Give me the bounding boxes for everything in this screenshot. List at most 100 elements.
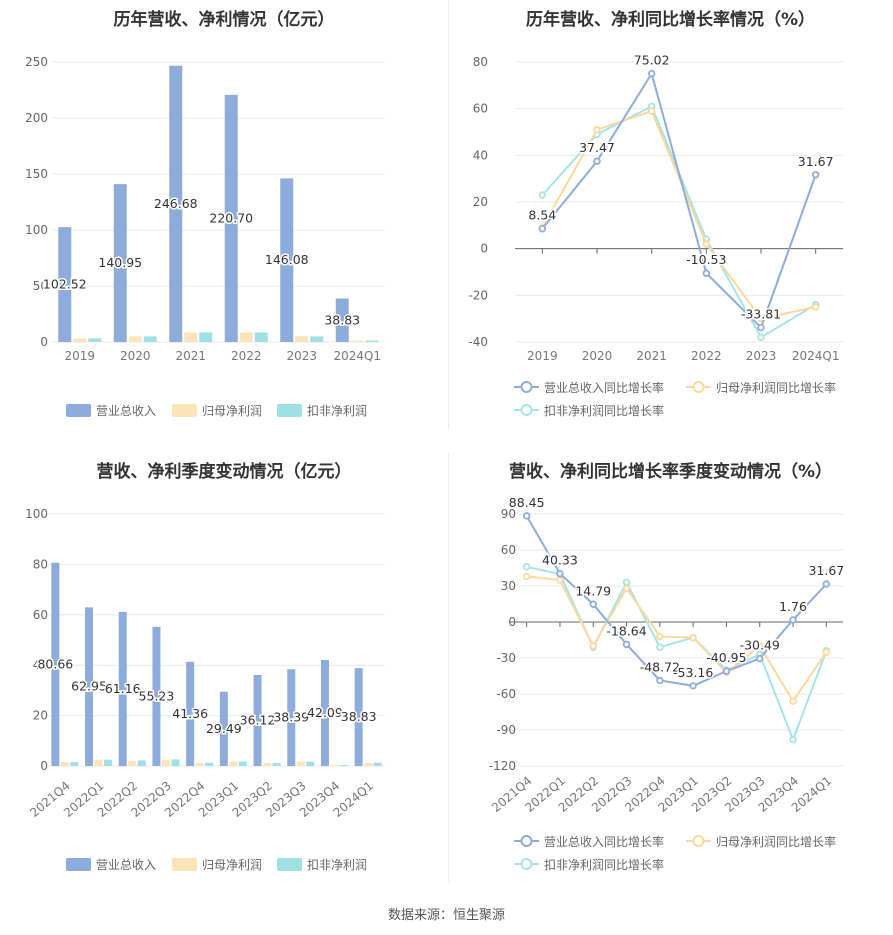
bar-net-profit: [263, 762, 272, 766]
x-tick-label: 2024Q1: [333, 349, 381, 363]
legend-label: 扣非净利润同比增长率: [544, 857, 664, 872]
data-label: 36.12: [240, 712, 276, 727]
bar-deducted-profit: [205, 762, 214, 766]
data-label: -48.72: [640, 659, 680, 674]
data-point: [522, 512, 531, 520]
bar-deducted-profit: [310, 336, 324, 342]
legend-label: 营业总收入: [96, 404, 156, 418]
data-label: 75.02: [634, 53, 670, 68]
data-point: [538, 191, 547, 199]
bar-net-profit: [184, 332, 198, 342]
quarterly-growth-rate-chart: 营收、净利同比增长率季度变动情况（%） -120 -90 -60 -30 0 30 60 90…: [448, 452, 893, 892]
y-tick-label: 0: [480, 242, 488, 256]
quarterly-revenue-profit-chart: 营收、净利季度变动情况（亿元） 0 20 40 60 80 100 80.66 62.95 61…: [0, 452, 448, 892]
chart-title: 历年营收、净利情况（亿元）: [113, 10, 335, 30]
data-label: 37.47: [579, 140, 615, 155]
data-point: [556, 576, 564, 584]
y-tick-label: 0: [40, 335, 48, 349]
data-point: [756, 642, 764, 650]
y-tick-label: -20: [468, 288, 488, 302]
bar-deducted-profit: [199, 332, 213, 342]
data-label: 146.08: [265, 252, 309, 267]
bar-deducted-profit: [306, 761, 315, 766]
data-label: 38.83: [341, 709, 377, 724]
annual-revenue-profit-chart: 历年营收、净利情况（亿元） 0 50 100 150 200 250 102.52 140.9…: [0, 0, 448, 430]
y-tick-label: -90: [496, 723, 516, 737]
data-point: [589, 642, 597, 650]
legend-marker: [520, 858, 533, 870]
bar-deducted-profit: [88, 338, 102, 342]
y-tick-label: 80: [473, 55, 488, 69]
x-tick-label: 2021: [175, 349, 206, 363]
legend-label: 归母净利润: [202, 404, 262, 418]
y-tick-label: -40: [468, 335, 488, 349]
series-line-net-profit: [526, 575, 828, 704]
y-tick-label: -120: [489, 759, 516, 773]
data-label: 246.68: [154, 196, 198, 211]
data-point: [556, 569, 564, 578]
bar-deducted-profit: [272, 763, 281, 766]
bar-net-profit: [295, 336, 309, 342]
y-tick-label: 90: [501, 507, 516, 521]
bar-revenue: [280, 178, 294, 342]
bar-revenue: [113, 184, 127, 342]
legend-swatch: [172, 858, 197, 871]
y-tick-label: 20: [33, 709, 48, 723]
chart-title: 营收、净利同比增长率季度变动情况（%）: [508, 462, 833, 482]
chart-svg: -40 -20 0 20 40 60 80 8.54 37.47 75.02 -10.53 -33.8…: [468, 51, 843, 418]
data-label: 88.45: [509, 495, 545, 510]
data-label: 31.67: [808, 563, 844, 578]
data-label: 55.23: [139, 688, 175, 703]
data-point: [757, 333, 765, 342]
data-point: [689, 682, 697, 690]
bar-net-profit: [128, 336, 142, 342]
data-label: 62.95: [71, 679, 107, 694]
legend-swatch: [277, 858, 302, 871]
legend-label: 扣非净利润: [307, 404, 367, 418]
y-tick-label: -60: [496, 687, 516, 701]
data-point: [789, 697, 797, 705]
bar-net-profit: [296, 761, 305, 766]
data-point: [593, 157, 601, 165]
data-point: [811, 303, 820, 311]
y-tick-label: 30: [501, 579, 516, 593]
data-label: 220.70: [209, 210, 253, 225]
bar-deducted-profit: [339, 764, 348, 766]
data-label: 80.66: [37, 656, 73, 671]
legend-marker: [520, 381, 533, 393]
data-label: -18.64: [606, 623, 646, 638]
bar-net-profit: [330, 764, 339, 766]
bar-net-profit: [161, 759, 170, 766]
data-label: 40.33: [542, 553, 578, 568]
legend-swatch: [66, 404, 91, 417]
data-point: [622, 584, 631, 593]
legend-swatch: [172, 404, 197, 417]
data-label: -10.53: [686, 252, 726, 267]
x-tick-label: 2022: [691, 349, 722, 363]
data-point: [538, 225, 547, 233]
legend-label: 归母净利润同比增长率: [716, 834, 836, 849]
x-tick-label: 2023: [746, 349, 777, 363]
legend-label: 营业总收入: [96, 858, 156, 872]
divider-vertical-top: [448, 0, 449, 430]
data-source: 数据来源：恒生聚源: [387, 908, 505, 923]
bar-revenue: [58, 227, 72, 342]
chart-title: 营收、净利季度变动情况（亿元）: [96, 462, 352, 482]
data-label: 29.49: [206, 721, 242, 736]
series-line-revenue: [541, 71, 817, 330]
y-tick-label: 200: [25, 111, 48, 125]
bar-revenue: [287, 669, 296, 766]
data-point: [656, 632, 664, 641]
data-label: 38.39: [273, 710, 309, 725]
legend-label: 扣非净利润同比增长率: [544, 403, 664, 418]
data-label: 8.54: [528, 208, 556, 223]
bar-revenue: [354, 668, 363, 766]
data-label: 102.52: [43, 277, 87, 292]
y-tick-label: 50: [33, 279, 48, 293]
data-label: 31.67: [798, 154, 834, 169]
bar-net-profit: [60, 762, 69, 766]
legend-marker: [520, 835, 533, 847]
y-tick-label: 80: [33, 557, 48, 571]
data-point: [622, 640, 631, 649]
